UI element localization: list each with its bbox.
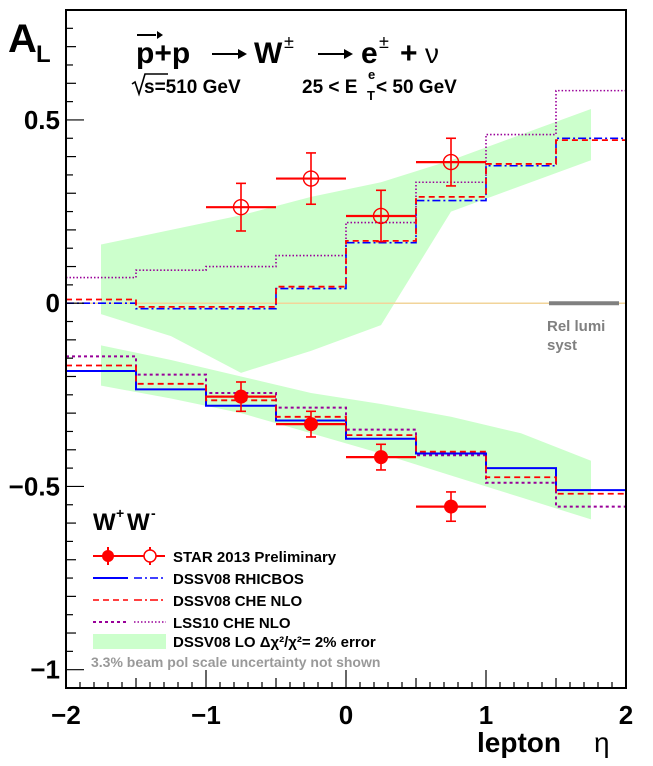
w-minus-sup: - bbox=[151, 505, 156, 521]
cut-sup: e bbox=[368, 67, 375, 82]
filled-data-point bbox=[206, 381, 276, 413]
sqrt-sign bbox=[131, 73, 168, 97]
filled-marker bbox=[374, 450, 388, 465]
y-axis-label-sub: L bbox=[36, 41, 51, 68]
vector-arrow-head bbox=[157, 31, 163, 39]
open-data-point bbox=[346, 189, 416, 243]
y-axis-label: A bbox=[8, 17, 37, 61]
w-minus-label: W bbox=[127, 509, 150, 536]
cut-high: < 50 GeV bbox=[376, 77, 457, 98]
legend: STAR 2013 Preliminary DSSV08 RHICBOS DSS… bbox=[91, 547, 380, 670]
cut-low: 25 < E bbox=[302, 77, 357, 98]
process-pp: p+p bbox=[136, 37, 190, 70]
cut-sub: T bbox=[367, 88, 375, 103]
y-tick-label: −1 bbox=[30, 655, 60, 685]
histogram-lss-wminus bbox=[66, 89, 626, 279]
filled-data-point bbox=[276, 410, 346, 438]
histogram-che-wplus bbox=[66, 364, 626, 495]
process-nu: ν bbox=[425, 38, 439, 69]
rel-lumi-line1: Rel lumi bbox=[547, 318, 605, 335]
legend-star-filled-marker bbox=[102, 550, 114, 562]
process-e: e bbox=[361, 37, 378, 70]
filled-data-point bbox=[416, 491, 486, 523]
footnote: 3.3% beam pol scale uncertainty not show… bbox=[91, 654, 380, 670]
legend-che-label: DSSV08 CHE NLO bbox=[173, 593, 303, 610]
y-tick-label: −0.5 bbox=[9, 471, 60, 501]
y-tick-label: 0 bbox=[46, 288, 60, 318]
legend-lss-label: LSS10 CHE NLO bbox=[173, 615, 291, 632]
filled-data-point bbox=[346, 443, 416, 471]
process-plus: + bbox=[400, 37, 418, 70]
legend-entry-star: STAR 2013 Preliminary bbox=[93, 547, 337, 566]
process-e-sup: ± bbox=[379, 32, 389, 52]
x-tick-label: 2 bbox=[619, 700, 633, 730]
axes: −2 −1 0 1 2 −1 −0.5 0 0.5 bbox=[9, 9, 633, 730]
energy-label: s=510 GeV bbox=[144, 77, 241, 98]
open-marker bbox=[302, 170, 320, 187]
plot-frame bbox=[65, 9, 627, 689]
open-marker bbox=[442, 153, 460, 171]
open-data-point bbox=[416, 137, 486, 187]
legend-band-label: DSSV08 LO Δχ²/χ²= 2% error bbox=[173, 634, 376, 651]
process-w-sup: ± bbox=[284, 32, 294, 52]
legend-entry-band: DSSV08 LO Δχ²/χ²= 2% error bbox=[93, 634, 376, 651]
legend-star-label: STAR 2013 Preliminary bbox=[173, 549, 337, 566]
histogram-rhicbos-wminus bbox=[66, 137, 626, 310]
process-w: W bbox=[254, 37, 283, 70]
w-charge-label: W + W - bbox=[93, 505, 156, 536]
legend-entry-rhicbos: DSSV08 RHICBOS bbox=[93, 571, 304, 588]
x-axis-label-symbol: η bbox=[594, 727, 610, 758]
theory-histograms bbox=[66, 89, 626, 508]
histogram-che-wminus bbox=[66, 139, 626, 308]
filled-marker bbox=[234, 389, 248, 404]
x-tick-label: 1 bbox=[479, 700, 493, 730]
open-data-point bbox=[276, 152, 346, 206]
x-tick-label: −2 bbox=[51, 700, 81, 730]
open-marker bbox=[372, 207, 390, 225]
y-tick-label: 0.5 bbox=[24, 105, 60, 135]
w-plus-sup: + bbox=[116, 505, 124, 521]
filled-marker bbox=[444, 499, 458, 514]
x-tick-label: 0 bbox=[339, 700, 353, 730]
process-header: p+p W ± e ± + ν s=510 GeV 25 < E T e < 5… bbox=[131, 31, 457, 103]
x-axis-label: lepton bbox=[477, 727, 561, 758]
legend-entry-che: DSSV08 CHE NLO bbox=[93, 593, 303, 610]
x-tick-label: −1 bbox=[191, 700, 221, 730]
open-marker bbox=[232, 198, 250, 216]
rel-lumi-line2: syst bbox=[547, 337, 577, 354]
arrow-2-head bbox=[344, 49, 353, 59]
open-data-point bbox=[206, 182, 276, 232]
legend-rhicbos-label: DSSV08 RHICBOS bbox=[173, 571, 304, 588]
filled-marker bbox=[304, 417, 318, 432]
legend-band-swatch bbox=[93, 634, 166, 649]
w-plus-label: W bbox=[93, 509, 116, 536]
arrow-1-head bbox=[238, 49, 247, 59]
legend-entry-lss: LSS10 CHE NLO bbox=[93, 615, 291, 632]
data-points bbox=[206, 137, 486, 523]
legend-star-open-marker bbox=[143, 549, 157, 563]
